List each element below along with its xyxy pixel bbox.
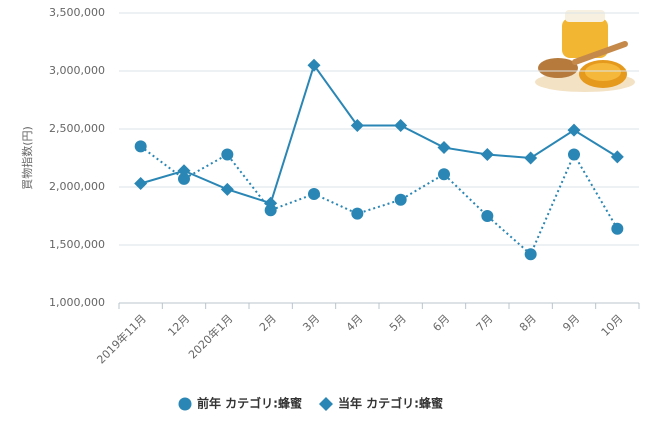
point xyxy=(567,123,581,137)
y-tick-label: 3,500,000 xyxy=(49,6,105,19)
point xyxy=(351,207,364,220)
point xyxy=(220,182,234,196)
point xyxy=(307,58,321,72)
x-tick-label: 2019年11月 xyxy=(94,311,149,366)
x-tick-label: 7月 xyxy=(474,312,496,334)
x-tick-label: 2月 xyxy=(257,312,279,334)
jar-lid xyxy=(565,10,605,22)
point xyxy=(568,148,580,161)
point xyxy=(610,150,624,164)
point xyxy=(134,177,148,191)
point xyxy=(221,148,234,161)
legend-marker xyxy=(318,397,333,411)
spoon-handle xyxy=(572,41,628,65)
point xyxy=(438,168,450,181)
point xyxy=(524,151,538,165)
x-tick-label: 4月 xyxy=(344,312,366,334)
point xyxy=(134,140,147,153)
point xyxy=(437,141,451,155)
point xyxy=(264,204,277,217)
point xyxy=(611,222,624,235)
point xyxy=(264,196,278,210)
x-tick-label: 3月 xyxy=(300,312,322,334)
point xyxy=(524,248,537,261)
y-axis-label: 買物指数(円) xyxy=(20,126,34,190)
x-tick-label: 6月 xyxy=(430,312,452,334)
y-tick-label: 1,000,000 xyxy=(49,296,105,309)
point xyxy=(481,210,494,222)
point xyxy=(394,193,407,206)
jar xyxy=(562,18,608,58)
point xyxy=(480,148,494,162)
point xyxy=(177,164,191,178)
y-tick-label: 2,500,000 xyxy=(49,122,105,135)
series-line xyxy=(140,145,619,256)
point xyxy=(308,187,320,200)
x-tick-label: 5月 xyxy=(387,312,409,334)
x-tick-label: 9月 xyxy=(560,312,582,334)
y-tick-label: 1,500,000 xyxy=(49,238,105,251)
honey-illustration xyxy=(535,10,635,92)
series-line xyxy=(140,62,618,205)
x-tick-label: 10月 xyxy=(599,312,626,339)
y-tick-label: 2,000,000 xyxy=(49,180,105,193)
point xyxy=(350,119,364,133)
legend-marker xyxy=(178,397,192,411)
x-tick-label: 2020年1月 xyxy=(185,311,235,361)
y-tick-label: 3,000,000 xyxy=(49,64,105,77)
point xyxy=(394,119,408,133)
legend: 前年 カテゴリ:蜂蜜 当年 カテゴリ:蜂蜜 xyxy=(178,396,443,411)
spoon xyxy=(538,58,578,78)
honeycomb-top xyxy=(585,63,621,81)
x-tick-label: 12月 xyxy=(165,312,192,339)
x-tick-label: 8月 xyxy=(517,312,539,334)
point xyxy=(178,172,190,185)
legend-label: 当年 カテゴリ:蜂蜜 xyxy=(338,396,443,411)
legend-label: 前年 カテゴリ:蜂蜜 xyxy=(197,396,302,411)
